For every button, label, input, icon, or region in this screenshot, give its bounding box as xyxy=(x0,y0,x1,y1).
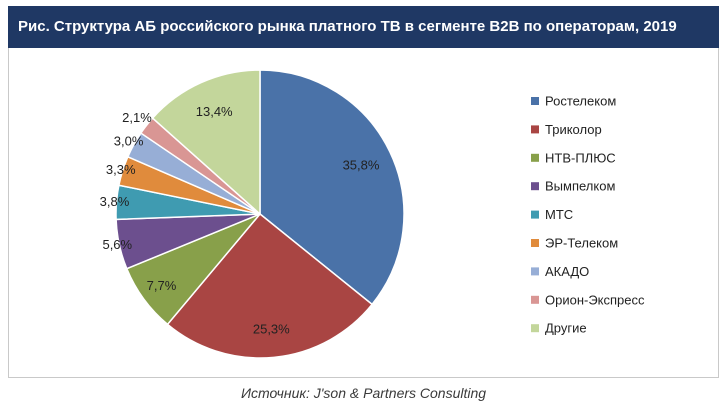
legend-label-5: МТС xyxy=(545,207,573,222)
legend-swatch-6 xyxy=(531,239,539,247)
slice-label-4: 5,6% xyxy=(102,237,132,252)
legend-swatch-7 xyxy=(531,267,539,276)
legend-swatch-8 xyxy=(531,295,539,304)
legend-label-8: Орион-Экспресс xyxy=(545,292,645,307)
pie-chart: 35,8%25,3%7,7%5,6%3,8%3,3%3,0%2,1% 13,4% … xyxy=(100,69,645,359)
legend-swatch-3 xyxy=(531,153,539,162)
legend-swatch-2 xyxy=(531,125,539,134)
legend-swatch-4 xyxy=(531,182,539,191)
pie-slice-1 xyxy=(259,69,405,306)
source-note: Источник: J'son & Partners Consulting xyxy=(240,385,487,401)
legend-swatch-9 xyxy=(531,324,539,333)
slice-label-6: 3,3% xyxy=(106,162,136,177)
legend-swatch-5 xyxy=(531,210,539,219)
legend-label-2: Триколор xyxy=(545,122,602,137)
slice-label-9: 13,4% xyxy=(196,104,233,119)
chart-title: Рис. Структура АБ российского рынка плат… xyxy=(8,6,719,48)
slice-label-7: 3,0% xyxy=(114,134,144,149)
slice-label-1: 35,8% xyxy=(343,158,380,173)
legend: Ростелеком Триколор НТВ-ПЛЮС Вымпелком МТС ЭР… xyxy=(531,94,645,336)
pie-slices xyxy=(115,69,405,359)
chart-frame xyxy=(8,48,719,378)
legend-label-1: Ростелеком xyxy=(545,94,616,109)
slice-label-5: 3,8% xyxy=(100,194,130,209)
slice-label-3: 7,7% xyxy=(147,278,177,293)
legend-label-3: НТВ-ПЛЮС xyxy=(545,150,616,165)
legend-label-6: ЭР-Телеком xyxy=(545,236,618,251)
legend-label-9: Другие xyxy=(545,321,587,336)
pie-slice-2 xyxy=(166,212,374,359)
legend-label-4: Вымпелком xyxy=(545,179,615,194)
pie-slice-9 xyxy=(151,69,261,216)
slice-label-2: 25,3% xyxy=(253,322,290,337)
slice-label-8: 2,1% xyxy=(122,110,152,125)
slice-labels: 35,8% 25,3% 7,7% 5,6% 3,8% 3,3% 3,0% 2,1% 13,4% xyxy=(100,104,380,337)
legend-label-7: АКАДО xyxy=(545,264,589,279)
legend-swatch-1 xyxy=(531,97,539,105)
